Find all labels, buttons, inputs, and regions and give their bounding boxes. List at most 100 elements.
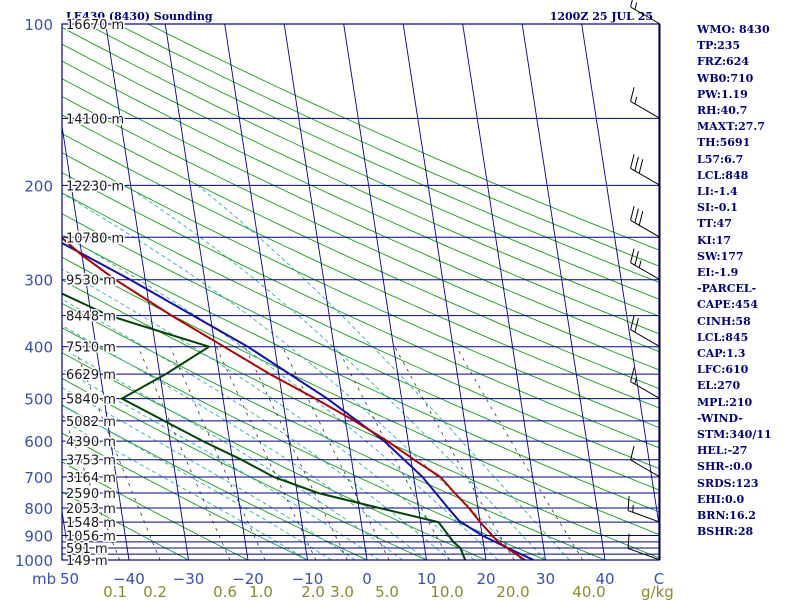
moist-adiabat: [197, 185, 570, 560]
moist-adiabat: [62, 298, 451, 560]
axis-labels: LE430 (8430) Sounding 1200Z 25 JUL 251002…: [15, 10, 674, 600]
height-label: 1548 m: [66, 516, 116, 531]
index-item: LCL:848: [697, 168, 749, 182]
wind-barb-flag: [634, 156, 639, 171]
index-item: TT:47: [697, 217, 732, 231]
index-item: TP:235: [697, 39, 741, 53]
temperature-tick-label: −40: [113, 570, 145, 588]
valid-time: 1200Z 25 JUL 25: [550, 10, 653, 23]
index-item: CINH:58: [697, 314, 751, 328]
mixing-ratio-tick-label: 20.0: [496, 583, 529, 600]
isotherm: [462, 24, 546, 560]
index-item: BRN:16.2: [697, 509, 756, 523]
index-item: EI:-1.9: [697, 266, 739, 280]
temperature-tick-label: 50: [60, 570, 79, 588]
height-label: 3753 m: [66, 454, 116, 469]
index-item: L57:6.7: [697, 152, 744, 166]
dry-adiabat: [116, 24, 659, 267]
mixing-ratio-tick-label: 10.0: [430, 583, 463, 600]
index-item: RH:40.7: [697, 104, 748, 118]
index-item: HEL:-27: [697, 444, 748, 458]
wind-barb-half-flag: [634, 376, 638, 385]
index-item: MPL:210: [697, 395, 753, 409]
temperature-axis-end: C: [654, 570, 664, 588]
index-item: WMO: 8430: [697, 23, 770, 36]
isotherm: [164, 24, 249, 560]
wind-barb-staff: [630, 219, 661, 238]
mixing-ratio-tick-label: 5.0: [375, 583, 399, 600]
dry-adiabat: [62, 256, 659, 536]
isotherm: [343, 24, 427, 560]
wind-barb: [630, 154, 661, 186]
wind-barb-half-flag: [634, 96, 638, 105]
dry-adiabat: [62, 95, 659, 371]
height-label: 4390 m: [66, 435, 116, 450]
mixing-ratio-tick-label: 3.0: [330, 583, 354, 600]
isotherm: [283, 24, 368, 560]
isotherm: [62, 508, 70, 560]
wind-barb-flag: [627, 495, 630, 511]
wind-barb-flag: [634, 250, 639, 266]
index-item: SW:177: [697, 249, 744, 263]
isotherm: [62, 123, 130, 560]
index-item: LI:-1.4: [697, 185, 738, 199]
index-item: MAXT:27.7: [697, 120, 765, 134]
wind-barb-staff: [627, 510, 661, 523]
index-item: WB0:710: [697, 71, 754, 85]
dry-adiabat: [62, 152, 659, 429]
dry-adiabat: [62, 279, 659, 559]
temperature-tick-label: −20: [232, 570, 264, 588]
temperature-line: [62, 236, 526, 560]
height-label: 10780 m: [66, 231, 124, 246]
dry-adiabat: [62, 60, 659, 335]
mixing-ratio-tick-label: 1.0: [249, 583, 273, 600]
isotherm: [0, 12, 12, 571]
index-item: KI:17: [697, 233, 732, 247]
height-label: 1056 m: [66, 529, 116, 544]
wind-barb: [630, 315, 661, 348]
temperature-tick-label: 10: [417, 570, 436, 588]
index-item: -PARCEL-: [697, 282, 757, 296]
pressure-tick-label: 300: [24, 272, 53, 290]
wind-barb-staff: [630, 100, 661, 119]
wind-barb-half-flag: [638, 260, 642, 268]
wind-barb-flag: [630, 445, 635, 461]
dry-adiabat: [62, 26, 659, 300]
temperature-tick-label: −10: [292, 570, 324, 588]
height-label: 12230 m: [66, 179, 124, 194]
dry-adiabat: [62, 377, 428, 560]
wind-barb-half-flag: [634, 2, 638, 10]
plot-frame: [61, 23, 660, 561]
pressure-tick-label: 800: [24, 500, 53, 518]
wind-barbs: [627, 0, 661, 561]
pressure-unit-label: mb: [32, 570, 56, 588]
dry-adiabat: [62, 352, 488, 560]
index-item: SI:-0.1: [697, 201, 738, 215]
index-item: CAPE:454: [697, 298, 758, 312]
dry-adiabat: [62, 133, 659, 409]
dry-adiabat: [147, 24, 659, 251]
height-label: 8448 m: [66, 310, 116, 325]
index-item: SHR-:0.0: [697, 460, 753, 474]
mixing-ratio-tick-label: 0.2: [143, 583, 167, 600]
isotherm: [581, 24, 659, 528]
index-item: PW:1.19: [697, 87, 748, 101]
wind-barb-staff: [630, 262, 661, 281]
index-item: LFC:610: [697, 363, 749, 377]
pressure-tick-label: 100: [24, 16, 53, 34]
height-label: 5840 m: [66, 393, 116, 408]
dry-adiabat: [62, 78, 659, 353]
height-label: 3164 m: [66, 471, 116, 486]
height-label: 2053 m: [66, 502, 116, 517]
wind-barb: [627, 533, 661, 561]
pressure-tick-label: 1000: [15, 552, 53, 570]
isotherm: [521, 24, 606, 560]
wind-barb: [630, 206, 661, 238]
index-item: EL:270: [697, 379, 741, 393]
height-label: 9530 m: [66, 274, 116, 289]
wind-barb-flag: [634, 317, 639, 333]
index-item: -WIND-: [697, 411, 743, 425]
wind-barb-staff: [630, 6, 661, 25]
height-label: 2590 m: [66, 487, 116, 502]
